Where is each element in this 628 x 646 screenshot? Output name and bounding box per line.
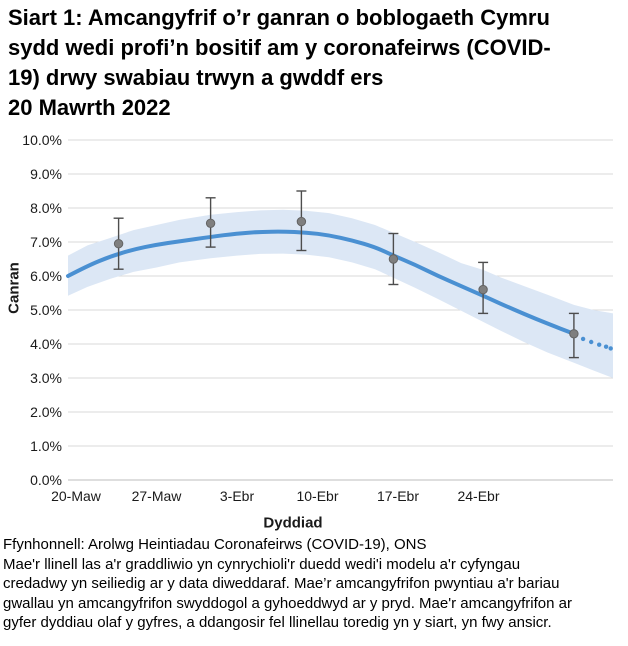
y-tick-label: 6.0%	[30, 268, 62, 284]
y-axis-title: Canran	[5, 262, 23, 314]
chart-title: Siart 1: Amcangyfrif o’r ganran o boblog…	[8, 5, 551, 120]
trend-line	[66, 229, 576, 336]
projection-dot	[597, 342, 602, 347]
data-point	[113, 239, 124, 249]
projection-dot	[608, 346, 613, 351]
data-point	[388, 254, 399, 264]
data-point	[205, 218, 216, 229]
confidence-band	[68, 209, 613, 378]
y-tick-labels: 0.0% 1.0% 2.0% 3.0% 4.0% 5.0% 6.0% 7.0% 8.0% 9.0%…	[22, 132, 62, 488]
x-tick-label: 10-Ebr	[296, 488, 338, 504]
y-tick-label: 7.0%	[30, 234, 62, 250]
projection-dots	[580, 336, 613, 351]
projection-dot	[603, 344, 609, 349]
source-note: Ffynhonnell: Arolwg Heintiadau Coronafei…	[3, 536, 427, 553]
x-tick-label: 24-Ebr	[457, 488, 499, 504]
error-bars	[113, 190, 579, 359]
y-tick-label: 8.0%	[30, 200, 62, 216]
y-tick-label: 0.0%	[30, 472, 62, 488]
method-note: Mae'r llinell las a'r graddliwio yn cynr…	[3, 555, 572, 632]
data-point	[478, 284, 488, 295]
y-tick-label: 10.0%	[22, 132, 62, 148]
data-points	[113, 216, 579, 339]
x-tick-label: 27-Maw	[132, 488, 183, 504]
footer: Ffynhonnell: Arolwg Heintiadau Coronafei…	[3, 535, 625, 633]
y-tick-label: 9.0%	[30, 166, 62, 182]
x-tick-label: 3-Ebr	[220, 488, 255, 504]
x-tick-labels: 20-Maw 27-Maw 3-Ebr 10-Ebr 17-Ebr 24-Ebr	[51, 488, 500, 504]
x-tick-label: 17-Ebr	[377, 488, 419, 504]
data-point	[296, 216, 307, 227]
x-axis-title: Dyddiad	[263, 514, 323, 532]
data-point	[569, 329, 579, 339]
y-tick-label: 3.0%	[30, 370, 62, 386]
gridlines	[68, 139, 613, 481]
y-tick-label: 4.0%	[30, 336, 62, 352]
projection-dot	[580, 336, 586, 342]
y-tick-label: 5.0%	[30, 302, 62, 318]
y-tick-label: 2.0%	[30, 404, 62, 420]
y-tick-label: 1.0%	[30, 438, 62, 454]
x-tick-label: 20-Maw	[51, 488, 102, 504]
projection-dot	[589, 339, 594, 345]
